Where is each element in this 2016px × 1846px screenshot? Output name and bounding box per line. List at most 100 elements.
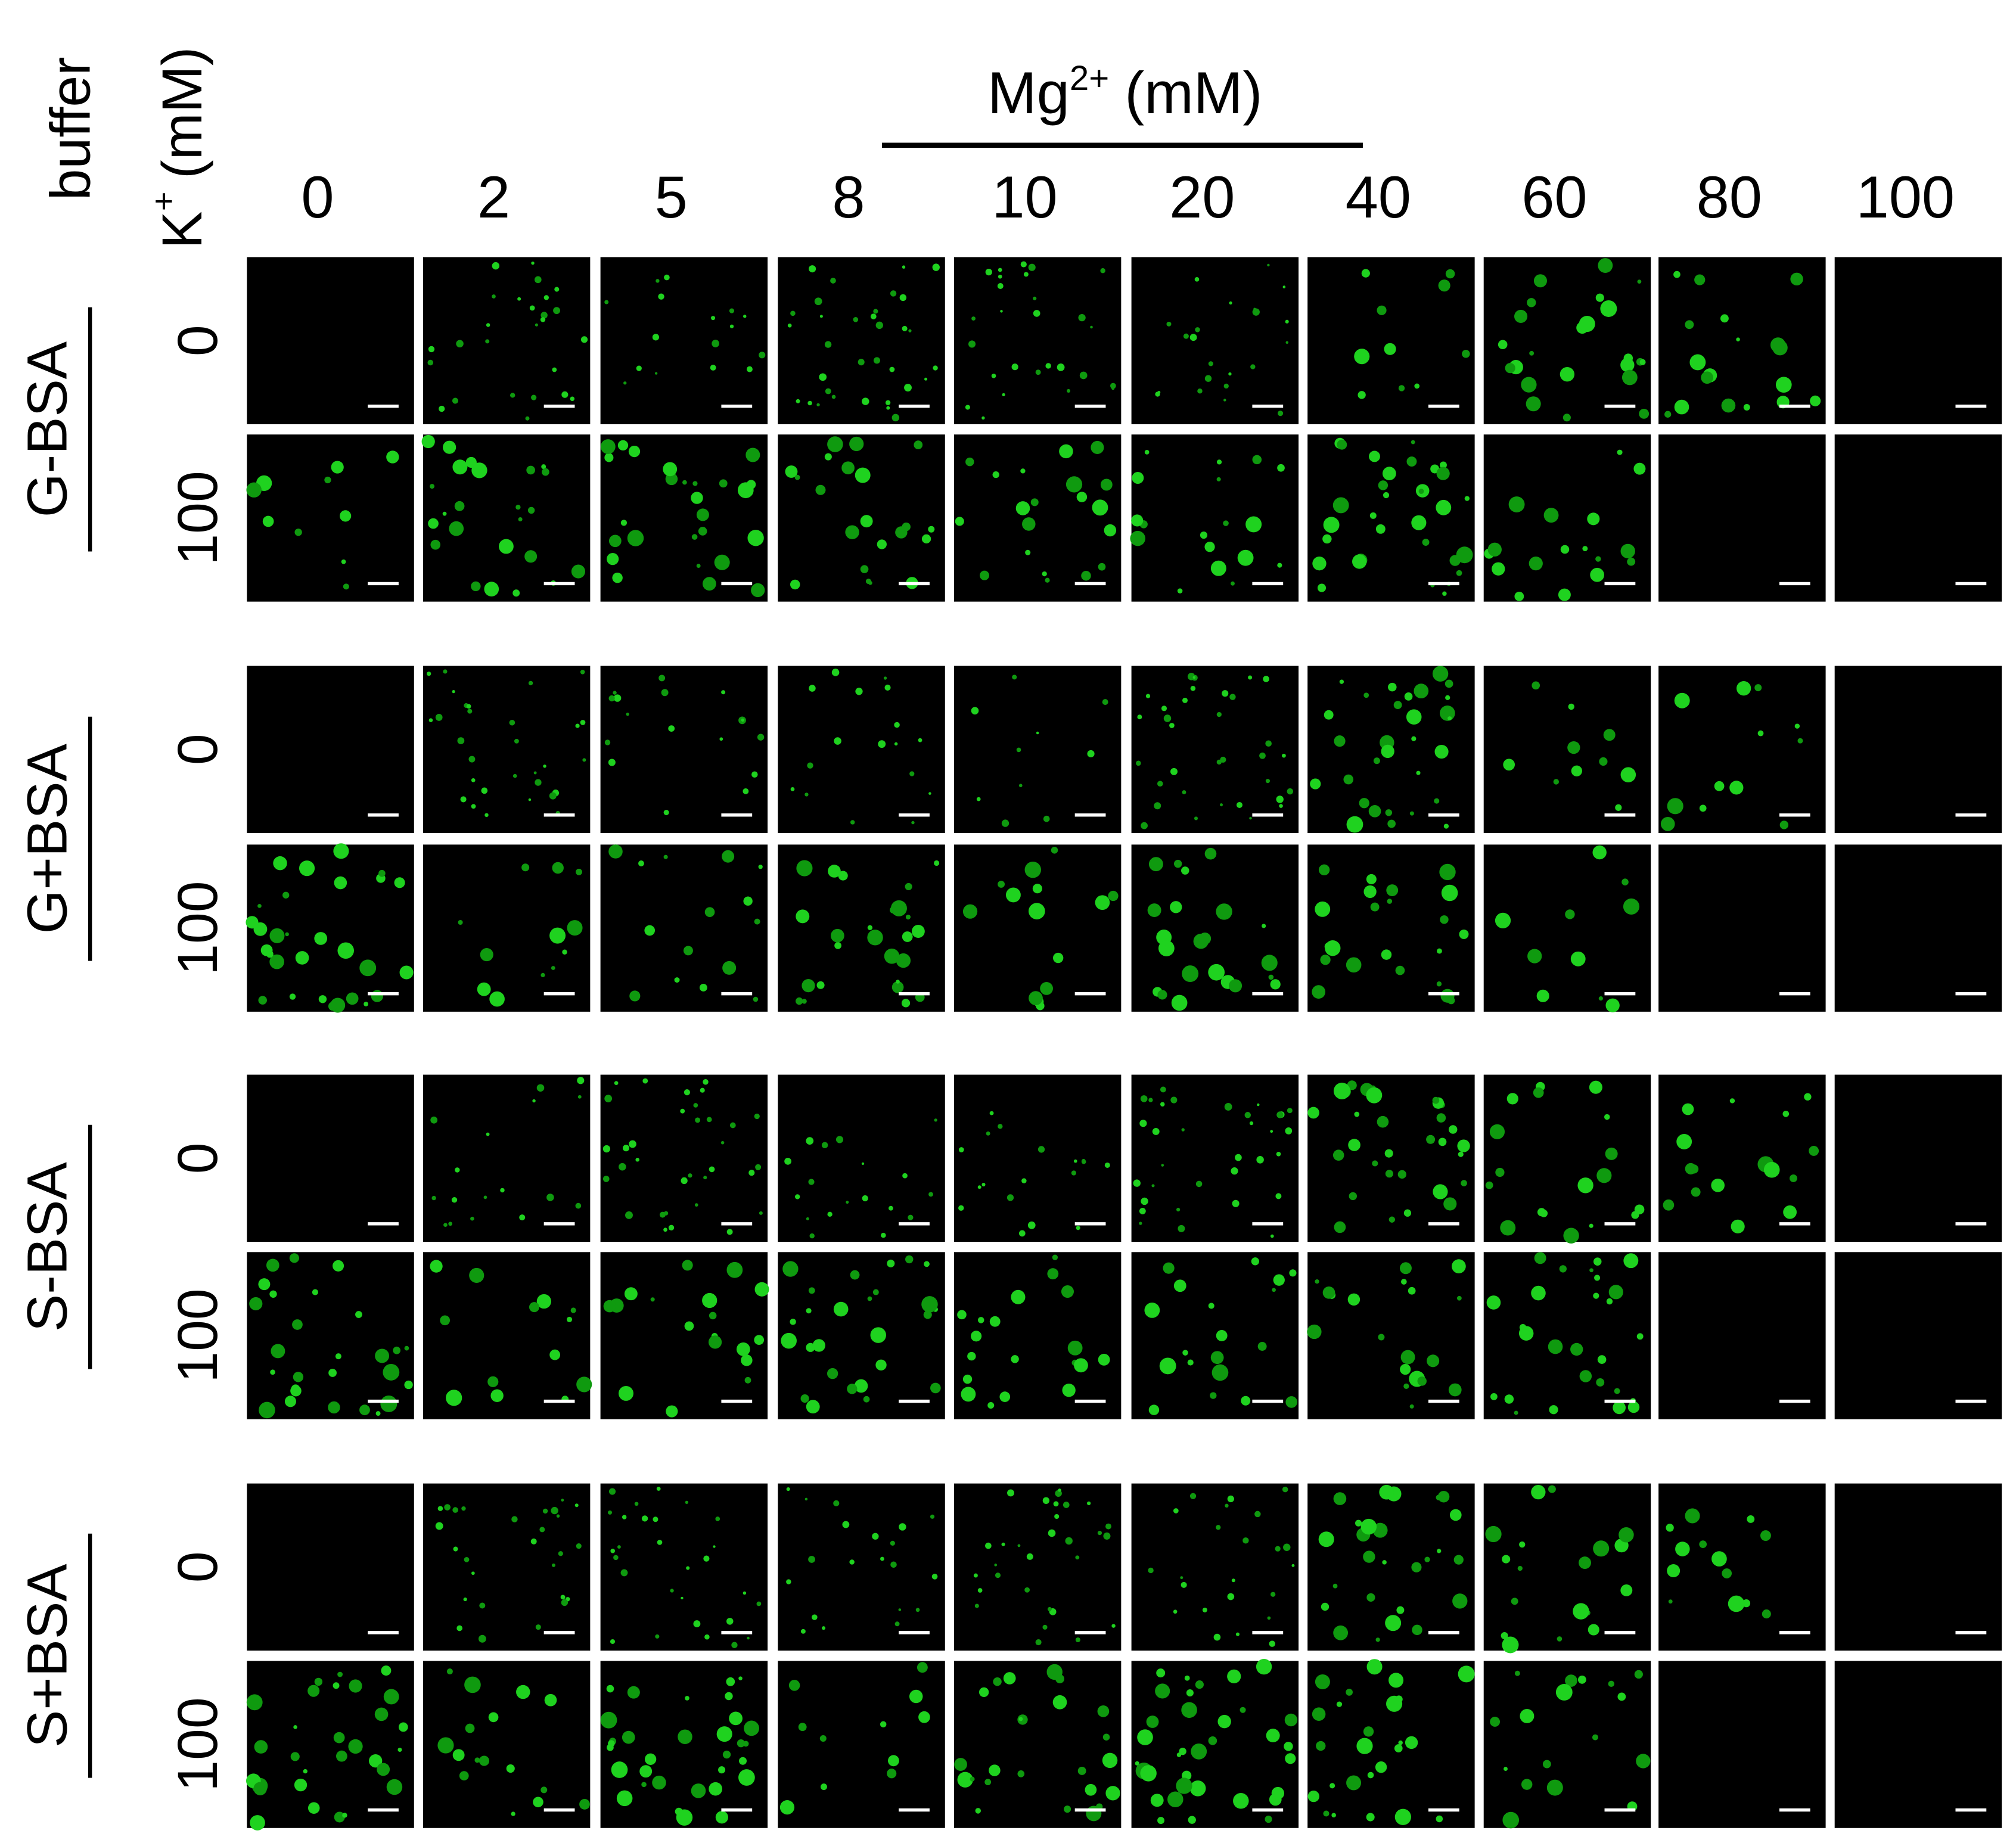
droplet — [549, 927, 566, 944]
droplet — [1464, 496, 1470, 501]
droplet — [1501, 1631, 1508, 1640]
micrograph — [423, 1661, 591, 1828]
droplet — [896, 953, 911, 968]
droplet — [1445, 269, 1455, 279]
droplet — [516, 1685, 530, 1699]
droplet — [486, 1132, 490, 1136]
droplet — [428, 346, 435, 353]
droplet — [884, 684, 891, 691]
column-label: 40 — [1346, 164, 1411, 231]
droplet — [1436, 467, 1450, 480]
droplet — [1452, 1593, 1468, 1609]
droplet — [726, 1677, 735, 1686]
droplet — [1453, 1555, 1464, 1565]
droplet — [889, 366, 895, 372]
droplet — [977, 1317, 984, 1323]
micrograph — [247, 257, 414, 424]
panel — [778, 1074, 945, 1242]
micrograph — [1483, 434, 1651, 602]
droplet — [451, 1197, 458, 1203]
droplet — [1076, 1226, 1080, 1230]
droplet — [1144, 450, 1150, 455]
droplet — [1061, 1285, 1074, 1298]
droplet — [974, 1603, 979, 1608]
droplet — [1598, 258, 1613, 273]
droplet — [1067, 389, 1071, 393]
column-label: 80 — [1697, 164, 1762, 231]
droplet — [788, 1680, 800, 1691]
droplet — [518, 517, 523, 522]
droplet — [1265, 779, 1271, 784]
droplet — [636, 365, 642, 371]
droplet — [693, 1103, 698, 1108]
droplet — [1555, 1684, 1573, 1701]
droplet — [1595, 556, 1601, 562]
droplet — [674, 977, 680, 983]
droplet — [838, 871, 848, 881]
droplet — [726, 1261, 743, 1278]
micrograph — [778, 1252, 945, 1419]
droplet — [685, 1500, 689, 1504]
droplet — [663, 810, 669, 816]
droplet — [923, 1310, 932, 1319]
droplet — [458, 919, 463, 925]
droplet — [790, 787, 795, 791]
droplet — [663, 462, 678, 477]
droplet — [435, 1522, 443, 1530]
droplet — [1189, 334, 1197, 341]
panel — [247, 1483, 414, 1651]
droplet — [1032, 884, 1042, 894]
droplet — [1054, 1514, 1060, 1519]
micrograph — [600, 1483, 768, 1651]
droplet — [519, 1214, 526, 1221]
micrograph — [247, 666, 414, 833]
droplet — [828, 865, 841, 878]
droplet — [657, 1540, 663, 1545]
droplet — [1462, 350, 1470, 358]
droplet — [1432, 666, 1449, 682]
droplet — [1427, 1354, 1440, 1368]
droplet — [1436, 1113, 1446, 1123]
droplet — [1440, 706, 1455, 721]
micrograph — [1483, 1661, 1651, 1829]
droplet — [751, 583, 765, 598]
droplet — [383, 1689, 399, 1705]
droplet — [488, 1712, 499, 1723]
droplet — [1322, 534, 1332, 544]
column-label: 20 — [1169, 164, 1235, 231]
droplet — [1375, 1637, 1380, 1642]
droplet — [1369, 512, 1377, 519]
micrograph — [246, 843, 414, 1013]
droplet — [328, 1401, 340, 1414]
droplet — [1312, 985, 1326, 999]
droplet — [807, 400, 812, 406]
droplet — [880, 1721, 887, 1728]
droplet — [1520, 1708, 1534, 1723]
droplet — [1023, 272, 1029, 277]
droplet — [1492, 562, 1505, 576]
micrograph — [1131, 1074, 1299, 1242]
droplet — [1448, 1125, 1458, 1134]
droplet — [607, 553, 619, 565]
droplet — [575, 1202, 582, 1209]
droplet — [509, 719, 515, 726]
droplet — [827, 1368, 838, 1379]
droplet — [1045, 363, 1051, 369]
droplet — [1333, 1082, 1350, 1099]
droplet — [515, 505, 521, 510]
droplet — [842, 1521, 850, 1528]
droplet — [600, 439, 616, 454]
droplet — [478, 1634, 486, 1643]
droplet — [924, 1261, 930, 1267]
panel — [1131, 1483, 1299, 1651]
droplet — [480, 948, 493, 962]
droplet — [1673, 271, 1680, 278]
droplet — [1160, 1086, 1166, 1093]
droplet — [1250, 364, 1256, 369]
droplet — [1782, 1110, 1790, 1117]
droplet — [1596, 1168, 1612, 1183]
droplet — [375, 1411, 381, 1416]
droplet — [880, 1556, 884, 1561]
droplet — [430, 1116, 438, 1124]
droplet — [1167, 1791, 1183, 1808]
